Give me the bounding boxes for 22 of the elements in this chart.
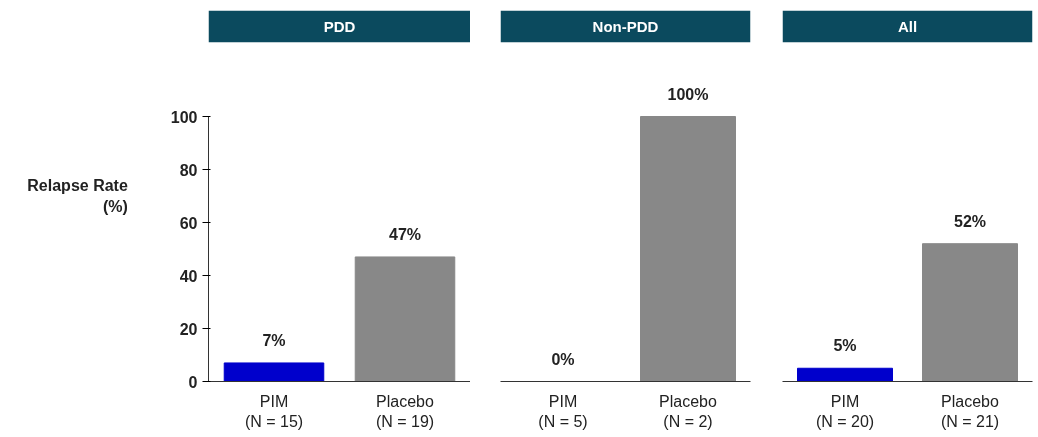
y-tick-label: 20	[179, 320, 198, 338]
x-tick-label: PIM (N = 5)	[538, 392, 588, 430]
y-axis-title: Relapse Rate (%)	[27, 177, 128, 215]
chart-title: Non-PDD	[592, 17, 659, 35]
data-label: 0%	[551, 350, 575, 368]
chart-title: All	[897, 17, 918, 35]
x-tick-label: Placebo (N = 2)	[659, 392, 718, 430]
y-tick-label: 80	[179, 161, 198, 179]
y-tick-label: 60	[179, 214, 198, 232]
data-label: 7%	[262, 331, 286, 349]
chart-title: PDD	[323, 17, 356, 35]
data-label: 100%	[667, 85, 709, 103]
y-tick-label: 40	[179, 267, 198, 285]
data-label: 5%	[833, 337, 857, 355]
x-tick-label: PIM (N = 15)	[244, 392, 304, 430]
x-tick-label: Placebo (N = 21)	[940, 392, 1000, 430]
data-label: 52%	[953, 212, 987, 230]
x-tick-label: Placebo (N = 19)	[375, 392, 435, 430]
y-tick-label: 0	[188, 373, 198, 391]
x-tick-label: PIM (N = 20)	[815, 392, 875, 430]
y-tick-label: 100	[170, 108, 198, 126]
data-label: 47%	[388, 225, 422, 243]
